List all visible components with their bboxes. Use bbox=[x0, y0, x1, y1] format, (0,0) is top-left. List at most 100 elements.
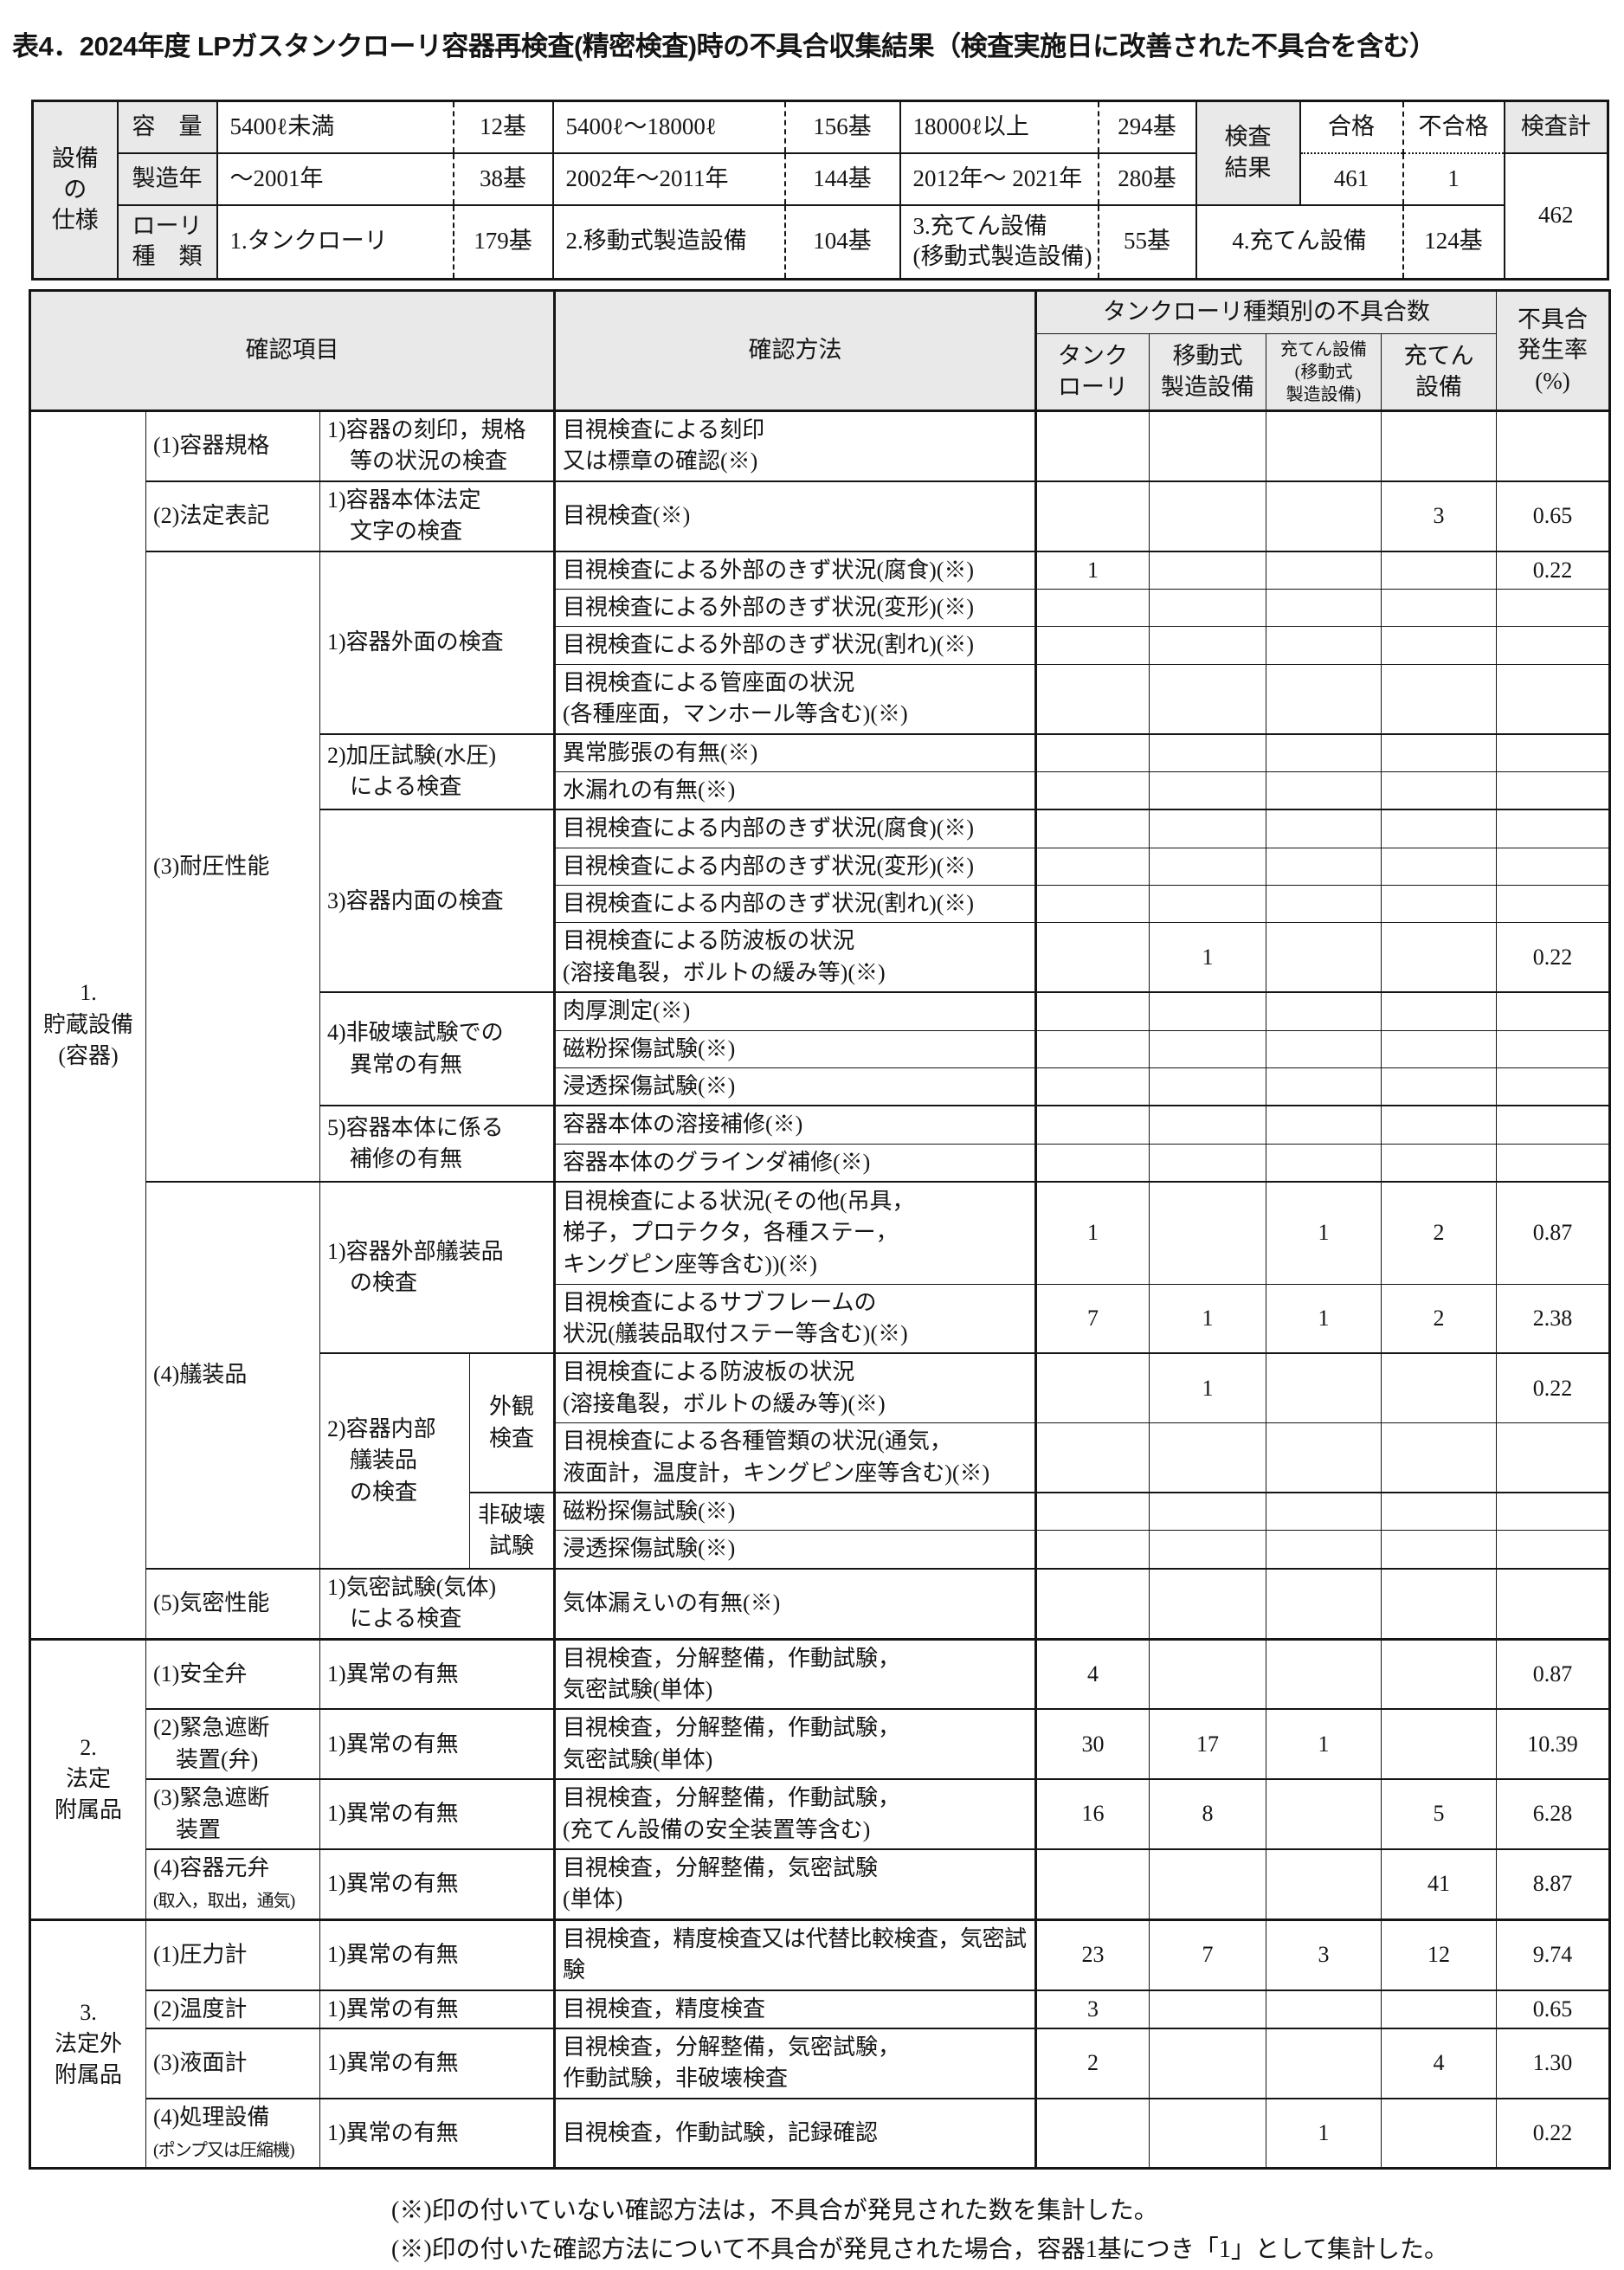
fail-count: 1 bbox=[1402, 152, 1505, 206]
rate-cell bbox=[1496, 1422, 1610, 1493]
value-cell bbox=[1034, 663, 1150, 735]
spec-count: 280基 bbox=[1097, 152, 1197, 206]
method-cell: 目視検査による管座面の状況 (各種座面，マンホール等含む)(※) bbox=[553, 663, 1036, 735]
subitem-cell: 1)気密試験(気体) による検査 bbox=[319, 1567, 555, 1640]
method-cell: 目視検査による刻印 又は標章の確認(※) bbox=[553, 409, 1036, 482]
fail-header: 不合格 bbox=[1402, 100, 1505, 154]
spec-row-label: 製造年 bbox=[116, 152, 218, 206]
spec-corner-label: 設備 の 仕様 bbox=[31, 100, 119, 281]
value-cell bbox=[1381, 626, 1497, 665]
item-sublabel: (取入，取出，通気) bbox=[153, 1892, 295, 1912]
value-cell: 7 bbox=[1149, 1918, 1266, 1991]
method-cell: 目視検査，精度検査 bbox=[553, 1989, 1036, 2029]
rate-cell bbox=[1496, 409, 1610, 482]
method-cell: 目視検査による内部のきず状況(変形)(※) bbox=[553, 847, 1036, 887]
value-cell bbox=[1381, 1143, 1497, 1183]
item-label: (4)容器元弁 bbox=[153, 1854, 270, 1880]
value-cell bbox=[1266, 480, 1382, 552]
rate-cell bbox=[1496, 991, 1610, 1031]
value-cell: 2 bbox=[1034, 2027, 1150, 2099]
method-cell: 目視検査，分解整備，作動試験， 気密試験(単体) bbox=[553, 1708, 1036, 1780]
rate-cell bbox=[1496, 1567, 1610, 1640]
value-cell bbox=[1149, 1848, 1266, 1920]
method-cell: 目視検査，分解整備，気密試験 (単体) bbox=[553, 1848, 1036, 1920]
subitem-cell: 2)加圧試験(水圧) による検査 bbox=[319, 732, 555, 810]
value-cell: 1 bbox=[1149, 922, 1266, 993]
value-cell: 2 bbox=[1381, 1181, 1497, 1285]
value-cell bbox=[1034, 588, 1150, 628]
method-cell: 目視検査によるサブフレームの 状況(艤装品取付ステー等含む)(※) bbox=[553, 1283, 1036, 1354]
rate-cell bbox=[1496, 847, 1610, 887]
value-cell bbox=[1266, 771, 1382, 810]
rate-cell bbox=[1496, 588, 1610, 628]
value-cell bbox=[1266, 550, 1382, 590]
value-cell bbox=[1149, 847, 1266, 887]
value-cell bbox=[1266, 1989, 1382, 2029]
pass-count: 461 bbox=[1299, 152, 1404, 206]
value-cell bbox=[1381, 771, 1497, 810]
method-cell: 目視検査による外部のきず状況(割れ)(※) bbox=[553, 626, 1036, 665]
footnote-line: (※)印の付いた確認方法について不具合が発見された場合，容器1基につき「1」とし… bbox=[391, 2236, 1448, 2264]
value-cell: 8 bbox=[1149, 1778, 1266, 1850]
method-cell: 目視検査による内部のきず状況(割れ)(※) bbox=[553, 885, 1036, 924]
value-cell bbox=[1149, 409, 1266, 482]
column-header-vehicle: 充てん設備 (移動式 製造設備) bbox=[1266, 333, 1382, 411]
rate-cell: 1.30 bbox=[1496, 2027, 1610, 2099]
value-cell bbox=[1149, 771, 1266, 810]
column-header-method: 確認方法 bbox=[553, 290, 1036, 411]
method-cell: 水漏れの有無(※) bbox=[553, 771, 1036, 810]
value-cell bbox=[1381, 409, 1497, 482]
page-title: 表4．2024年度 LPガスタンクローリ容器再検査(精密検査)時の不具合収集結果… bbox=[12, 31, 1436, 61]
item-sublabel: (ポンプ又は圧縮機) bbox=[153, 2141, 295, 2161]
value-cell bbox=[1381, 550, 1497, 590]
spec-count: 294基 bbox=[1097, 100, 1197, 154]
value-cell bbox=[1381, 732, 1497, 772]
value-cell bbox=[1034, 409, 1150, 482]
method-cell: 肉厚測定(※) bbox=[553, 991, 1036, 1031]
value-cell: 5 bbox=[1381, 1778, 1497, 1850]
value-cell: 30 bbox=[1034, 1708, 1150, 1780]
subitem-cell: 1)容器の刻印，規格 等の状況の検査 bbox=[319, 409, 555, 482]
rate-cell: 10.39 bbox=[1496, 1708, 1610, 1780]
value-cell bbox=[1034, 922, 1150, 993]
item-cell: (1)容器規格 bbox=[145, 409, 320, 482]
rate-cell: 0.65 bbox=[1496, 1989, 1610, 2029]
value-cell bbox=[1266, 1637, 1382, 1710]
value-cell: 16 bbox=[1034, 1778, 1150, 1850]
spec-option: 5400ℓ～18000ℓ bbox=[551, 100, 786, 154]
rate-cell: 0.22 bbox=[1496, 550, 1610, 590]
method-cell: 目視検査，精度検査又は代替比較検査，気密試験 bbox=[553, 1918, 1036, 1991]
rate-cell: 0.87 bbox=[1496, 1181, 1610, 1285]
rate-cell: 9.74 bbox=[1496, 1918, 1610, 1991]
value-cell: 3 bbox=[1381, 480, 1497, 552]
rate-cell: 0.22 bbox=[1496, 2097, 1610, 2170]
inspection-result-label: 検査 結果 bbox=[1195, 100, 1301, 206]
rate-cell bbox=[1496, 1105, 1610, 1145]
spec-count: 144基 bbox=[783, 152, 901, 206]
value-cell bbox=[1381, 1567, 1497, 1640]
item-cell: (3)緊急遮断 装置 bbox=[145, 1778, 320, 1850]
spec-count: 12基 bbox=[452, 100, 554, 154]
value-cell bbox=[1266, 1029, 1382, 1069]
subsub-cell: 非破壊 試験 bbox=[469, 1492, 555, 1570]
spec-option: ～2001年 bbox=[216, 152, 454, 206]
spec-table: 設備 の 仕様 容 量 5400ℓ未満 12基 5400ℓ～18000ℓ 156… bbox=[31, 100, 1609, 281]
value-cell bbox=[1149, 991, 1266, 1031]
value-cell bbox=[1381, 991, 1497, 1031]
subitem-cell: 1)異常の有無 bbox=[319, 1848, 555, 1920]
value-cell bbox=[1381, 1492, 1497, 1532]
value-cell bbox=[1034, 1848, 1150, 1920]
method-cell: 磁粉探傷試験(※) bbox=[553, 1492, 1036, 1532]
item-label: (4)処理設備 bbox=[153, 2104, 270, 2130]
value-cell bbox=[1034, 480, 1150, 552]
value-cell bbox=[1034, 1029, 1150, 1069]
value-cell: 3 bbox=[1034, 1989, 1150, 2029]
method-cell: 容器本体のグラインダ補修(※) bbox=[553, 1143, 1036, 1183]
item-cell: (1)圧力計 bbox=[145, 1918, 320, 1991]
value-cell bbox=[1266, 1067, 1382, 1106]
method-cell: 気体漏えいの有無(※) bbox=[553, 1567, 1036, 1640]
value-cell: 7 bbox=[1034, 1283, 1150, 1354]
value-cell bbox=[1034, 771, 1150, 810]
value-cell bbox=[1034, 847, 1150, 887]
column-header-item: 確認項目 bbox=[29, 290, 555, 411]
